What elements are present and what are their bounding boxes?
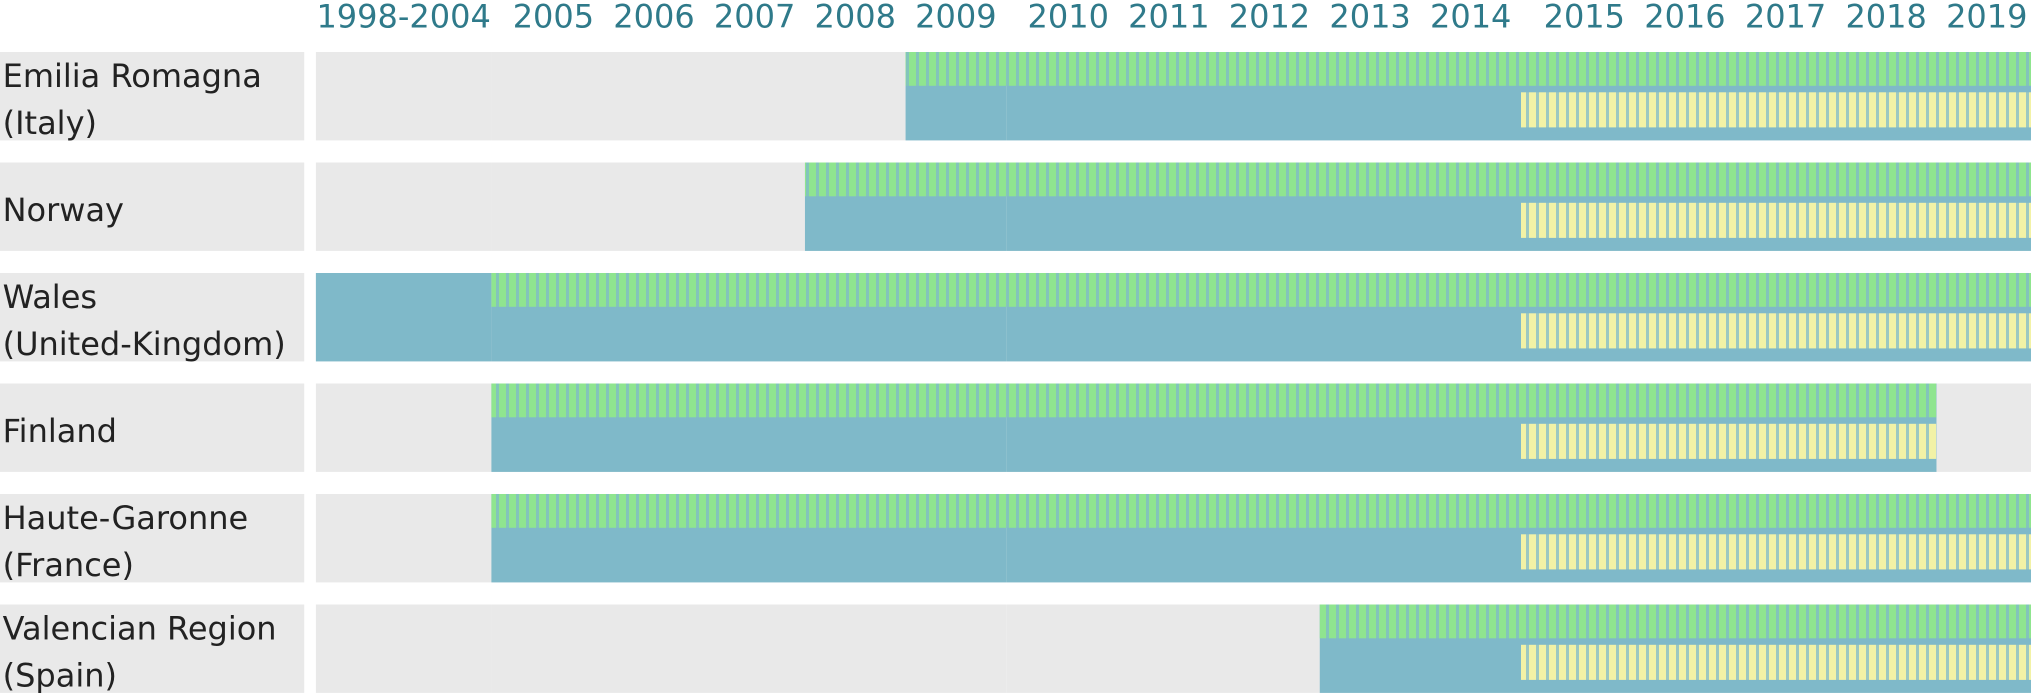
year-label: 2010 [1027, 0, 1108, 35]
year-label: 2007 [714, 0, 795, 35]
year-label: 2019 [1946, 0, 2027, 35]
timeline-bar [1521, 604, 2031, 693]
green-striped-bar [804, 162, 1007, 197]
timeline-bar [1521, 273, 2031, 362]
row-label: Haute-Garonne [3, 499, 249, 537]
timeline-bar [1006, 162, 1521, 251]
row-label: (France) [3, 546, 134, 584]
period-cell [315, 52, 492, 141]
row-label-cell [0, 604, 305, 693]
row-label: Norway [3, 191, 124, 229]
row-label: (United-Kingdom) [3, 325, 286, 363]
green-striped-bar [1521, 604, 2031, 639]
timeline-bar [905, 52, 1007, 141]
timeline-row: Emilia Romagna (Italy) [0, 52, 2031, 142]
timeline-bar [315, 273, 492, 362]
row-label: Wales [3, 278, 97, 316]
year-label: 2008 [815, 0, 896, 35]
green-striped-bar [491, 494, 1007, 528]
timeline-bar [1521, 494, 2031, 583]
year-label: 2017 [1745, 0, 1826, 35]
green-striped-bar [1521, 383, 1937, 418]
green-striped-bar [1521, 494, 2031, 528]
green-striped-bar [491, 383, 1007, 418]
yellow-striped-bar [1521, 644, 2031, 680]
timeline-bar [1521, 383, 1937, 472]
timeline-bar [1006, 494, 1521, 583]
yellow-striped-bar [1521, 92, 2031, 128]
green-striped-bar [1006, 383, 1521, 418]
period-cell [315, 604, 492, 693]
timeline-bar [804, 162, 1007, 251]
year-label: 2009 [915, 0, 996, 35]
green-striped-bar [491, 273, 1007, 307]
yellow-striped-bar [1521, 534, 2031, 570]
timeline-bar [1006, 52, 1521, 141]
row-label: Finland [3, 412, 117, 450]
row-label-cell [0, 273, 305, 362]
row-label-cell [0, 52, 305, 141]
year-label: 2011 [1128, 0, 1209, 35]
timeline-row: Haute-Garonne (France) [0, 494, 2031, 584]
green-striped-bar [1006, 162, 1521, 197]
timeline-rows: Emilia Romagna (Italy) Norway Wales (United… [0, 52, 2031, 694]
period-cell [315, 162, 492, 251]
timeline-bar [1521, 52, 2031, 141]
timeline-bar [1006, 273, 1521, 362]
row-label: (Italy) [3, 104, 97, 142]
green-striped-bar [1319, 604, 1521, 639]
timeline-bar [491, 494, 1007, 583]
timeline-row: Finland [0, 383, 2031, 472]
solid-bar [315, 273, 492, 362]
timeline-bar [491, 273, 1007, 362]
year-label: 2018 [1845, 0, 1926, 35]
row-label: (Spain) [3, 656, 117, 694]
row-label: Valencian Region [3, 610, 277, 648]
row-label-cell [0, 494, 305, 583]
year-label: 2005 [513, 0, 594, 35]
timeline-bar [491, 383, 1007, 472]
period-cell [315, 494, 492, 583]
row-label: Emilia Romagna [3, 57, 262, 95]
year-axis: 1998-2004 2005 2006 2007 2008 2009 2010 2011 201… [316, 0, 2027, 35]
green-striped-bar [905, 52, 1007, 86]
timeline-row: Norway [0, 162, 2031, 251]
year-label: 2006 [613, 0, 694, 35]
timeline-bar [1521, 162, 2031, 251]
green-striped-bar [1006, 52, 1521, 86]
green-striped-bar [1006, 273, 1521, 307]
green-striped-bar [1521, 162, 2031, 197]
green-striped-bar [1521, 273, 2031, 307]
timeline-row: Wales (United-Kingdom) [0, 273, 2031, 363]
year-label: 2014 [1430, 0, 1511, 35]
timeline-row: Valencian Region (Spain) [0, 604, 2031, 694]
year-label: 2015 [1544, 0, 1625, 35]
yellow-striped-bar [1521, 423, 1937, 459]
green-striped-bar [1521, 52, 2031, 86]
yellow-striped-bar [1521, 313, 2031, 349]
year-label: 1998-2004 [316, 0, 490, 35]
yellow-striped-bar [1521, 202, 2031, 238]
timeline-bar [1319, 604, 1521, 693]
year-label: 2016 [1644, 0, 1725, 35]
row-label-cell [0, 383, 305, 472]
row-label-cell [0, 162, 305, 251]
period-cell [315, 383, 492, 472]
period-cell [491, 604, 1007, 693]
year-label: 2012 [1229, 0, 1310, 35]
year-label: 2013 [1329, 0, 1410, 35]
timeline-bar [1006, 383, 1521, 472]
green-striped-bar [1006, 494, 1521, 528]
